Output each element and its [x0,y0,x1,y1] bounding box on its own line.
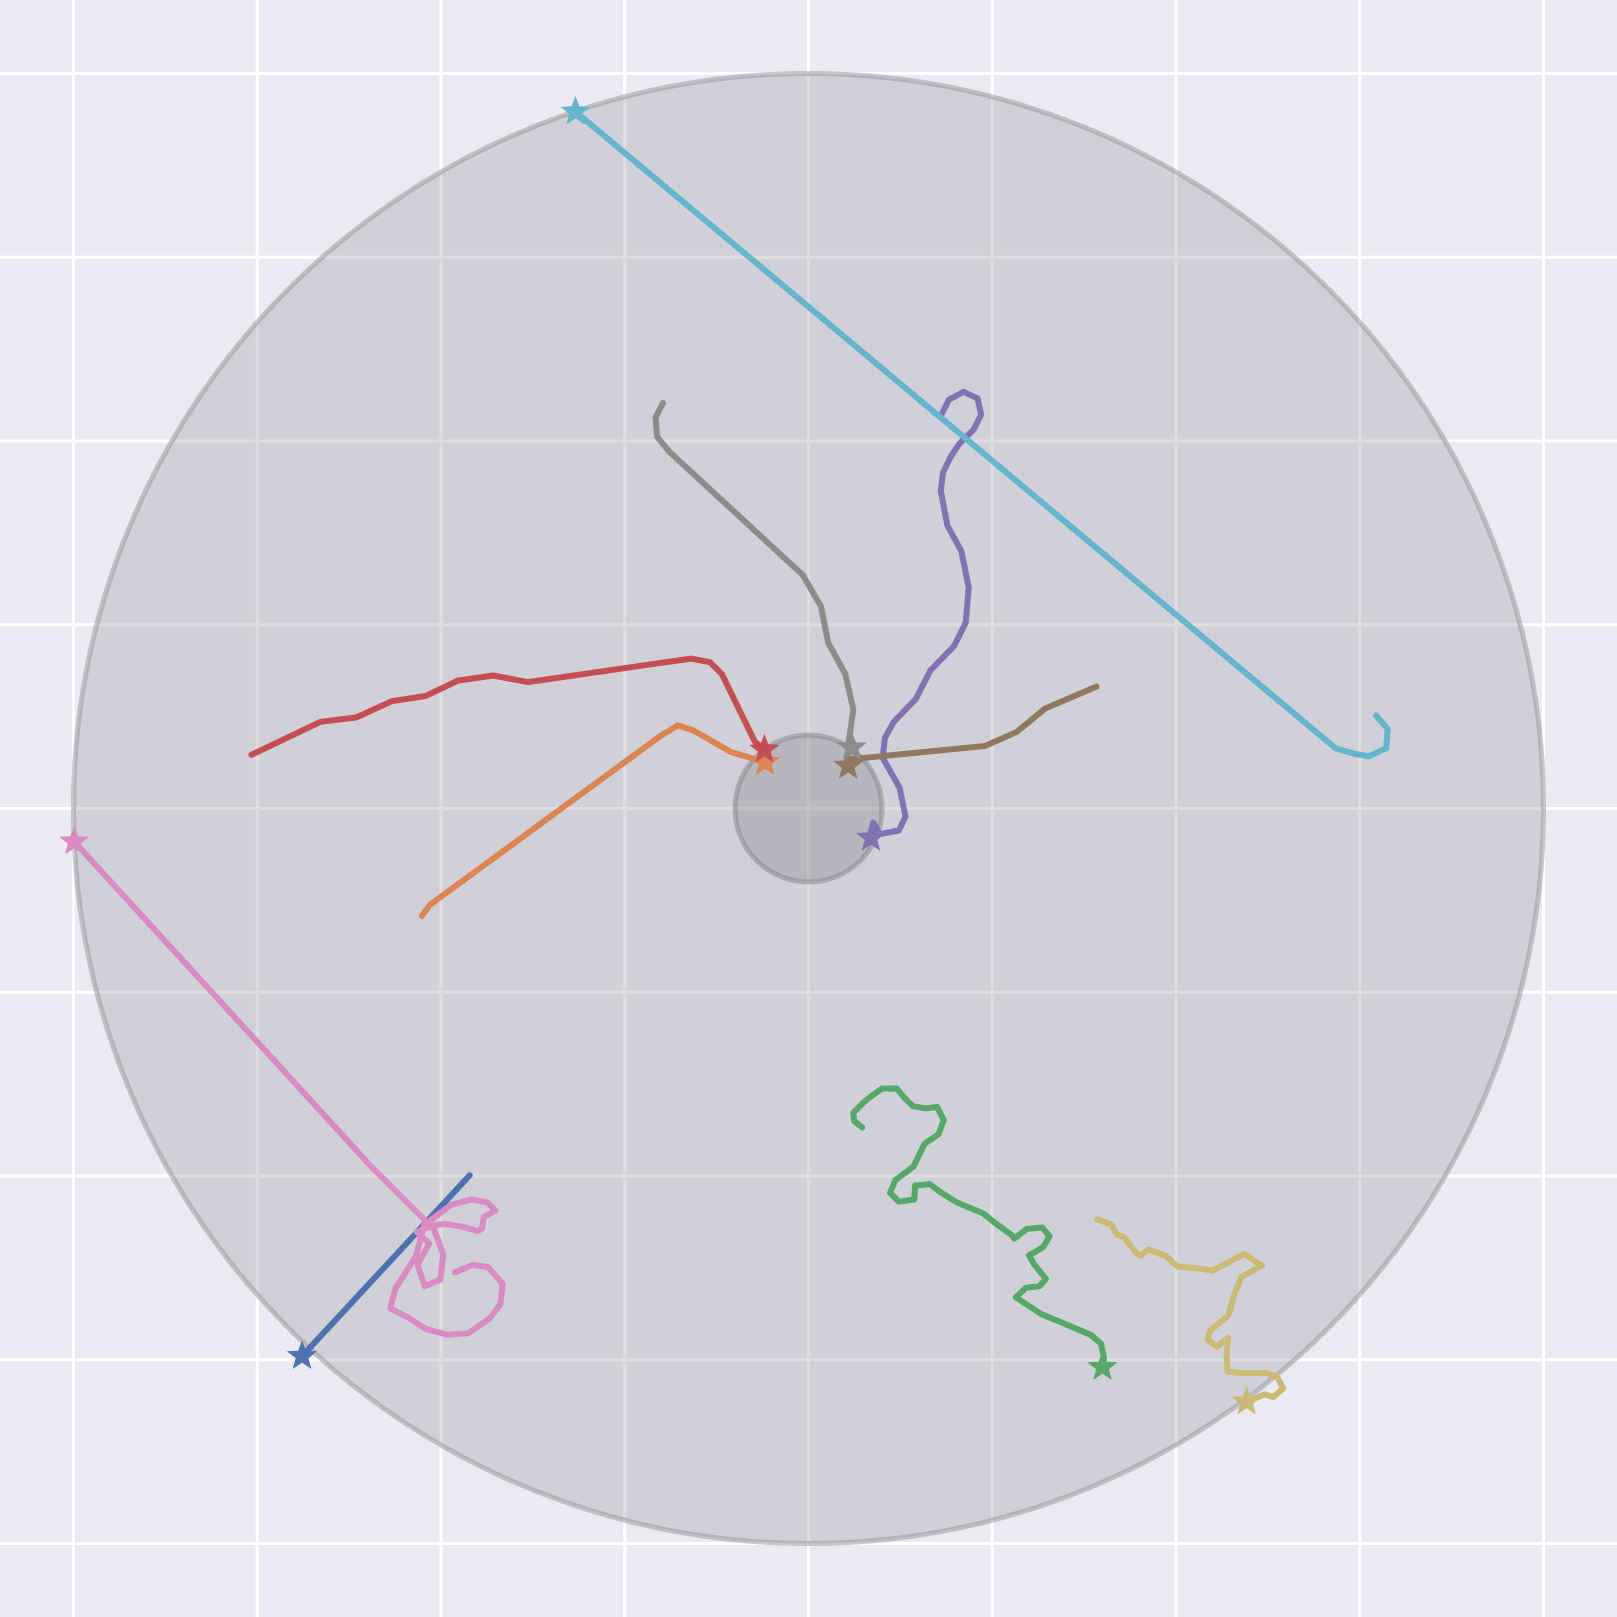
series-4 [855,388,985,851]
series-end-star-5 [833,750,864,779]
series-end-star-9 [560,95,591,125]
series-end-star-2 [1087,1351,1118,1380]
series-line-6 [71,838,506,1338]
trajectory-series [59,95,1391,1415]
series-3 [248,655,780,763]
series-end-star-1 [750,746,781,775]
series-end-star-6 [59,825,90,855]
series-end-star-0 [286,1340,318,1369]
series-line-2 [850,1085,1107,1371]
series-line-1 [418,722,769,919]
series-2 [850,1085,1118,1380]
series-line-3 [248,655,768,758]
series-end-star-4 [855,822,886,851]
series-9 [560,95,1391,760]
series-line-4 [868,388,985,841]
series-line-9 [572,108,1391,760]
series-end-star-7 [836,731,867,761]
outer-arena-circle [71,71,1546,1546]
series-end-star-3 [749,733,780,763]
series-7 [652,399,867,761]
series-8 [1094,1216,1287,1415]
series-line-7 [652,399,857,751]
series-5 [833,683,1100,779]
series-line-0 [299,1172,473,1360]
series-1 [418,722,781,919]
arena-regions [71,71,1546,1546]
series-end-star-8 [1231,1385,1262,1415]
series-6 [59,825,506,1338]
series-0 [286,1172,473,1369]
series-line-8 [1094,1216,1287,1405]
